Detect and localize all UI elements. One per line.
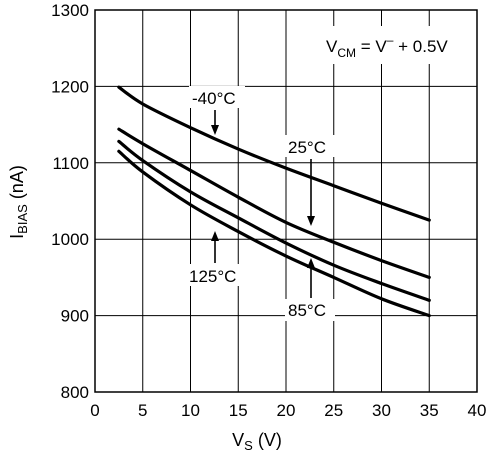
condition-label: VCM = V– + 0.5V — [326, 33, 448, 60]
annotation-25: 25°C — [285, 135, 335, 226]
x-tick-label: 30 — [372, 401, 391, 420]
x-tick-label: 20 — [277, 401, 296, 420]
annotation-minus40: -40°C — [189, 86, 245, 135]
x-tick-label: 35 — [420, 401, 439, 420]
y-tick-label: 1200 — [51, 77, 89, 96]
x-tick-label: 5 — [138, 401, 147, 420]
plot-frame — [94, 9, 478, 393]
y-tick-label: 900 — [61, 307, 89, 326]
x-axis-title: VS (V) — [232, 430, 282, 453]
tick-labels: 0 5 10 15 20 25 30 35 40 800 900 1000 1100 1200 1300 — [51, 1, 486, 420]
y-tick-label: 1300 — [51, 1, 89, 20]
series-line-1 — [117, 127, 431, 279]
annotation-label-85: 85°C — [288, 301, 326, 320]
condition-background — [310, 26, 460, 64]
x-tick-label: 25 — [324, 401, 343, 420]
annotation-85: 85°C — [285, 258, 335, 321]
annotation-label-125: 125°C — [189, 267, 236, 286]
y-tick-label: 800 — [61, 383, 89, 402]
x-tick-label: 10 — [181, 401, 200, 420]
series-layer — [117, 85, 431, 318]
y-tick-label: 1100 — [52, 154, 89, 173]
series-line-3 — [117, 149, 431, 318]
x-tick-label: 40 — [468, 401, 487, 420]
y-tick-label: 1000 — [51, 230, 89, 249]
x-tick-label: 15 — [229, 401, 248, 420]
series-line-0 — [117, 85, 431, 222]
annotation-label-25: 25°C — [288, 138, 326, 157]
annotation-125: 125°C — [187, 231, 247, 286]
x-tick-label: 0 — [90, 401, 99, 420]
grid — [95, 10, 477, 392]
series-line-2 — [117, 139, 431, 302]
annotation-label-minus40: -40°C — [192, 89, 236, 108]
y-axis-title: IBIAS (nA) — [7, 165, 30, 239]
